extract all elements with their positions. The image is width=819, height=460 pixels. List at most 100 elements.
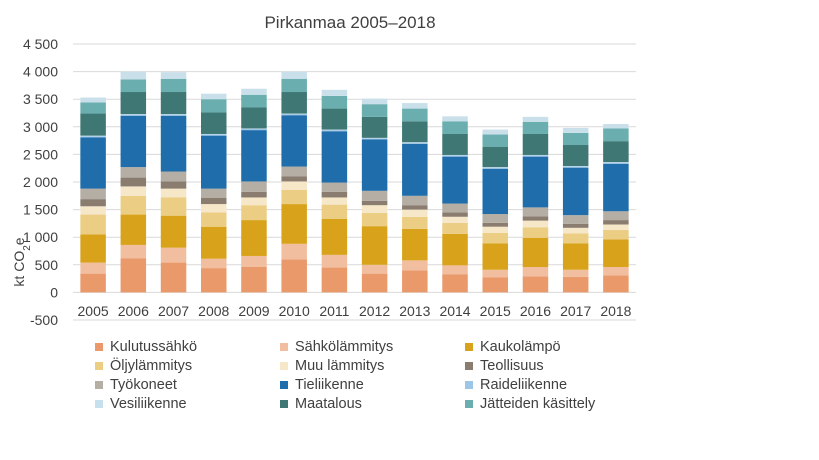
legend-swatch: [465, 381, 473, 389]
y-tick-label: 4 500: [23, 36, 58, 52]
bar-segment: [321, 130, 348, 132]
legend-label: Vesiliikenne: [110, 396, 187, 412]
x-tick-label: 2017: [560, 303, 591, 319]
legend-label: Maatalous: [295, 396, 362, 412]
bar-segment: [160, 215, 187, 248]
legend-label: Sähkölämmitys: [295, 339, 394, 355]
bar-segment: [120, 115, 147, 168]
bar-segment: [442, 216, 468, 223]
bar-segment: [120, 177, 147, 187]
bar-segment: [80, 102, 106, 114]
x-axis-ticks: 2005 2006 2007 2008 2009 2010 2011 2012 2013 2014…: [78, 303, 632, 319]
bar-segment: [160, 171, 187, 182]
legend-label: Työkoneet: [110, 377, 177, 393]
bar-segment: [80, 206, 106, 215]
bar-segment: [160, 115, 187, 172]
bar-segment: [80, 214, 106, 235]
legend-item: Kulutussähkö: [95, 338, 280, 356]
bar-segment: [361, 137, 388, 139]
bar-segment: [281, 189, 307, 205]
bar-segment: [562, 167, 589, 216]
bar-segment: [562, 127, 589, 133]
legend-item: Työkoneet: [95, 376, 280, 394]
bar-segment: [482, 232, 508, 244]
legend-item: Raideliikenne: [465, 376, 650, 394]
bar-segment: [442, 212, 468, 217]
bar-segment: [603, 163, 629, 212]
legend-label: Kaukolämpö: [480, 339, 561, 355]
bar-segment: [522, 207, 549, 217]
bar-segment: [281, 181, 307, 190]
bar-segment: [80, 199, 106, 207]
bar-segment: [522, 220, 549, 228]
bar-segment: [482, 168, 508, 215]
x-tick-label: 2010: [279, 303, 310, 319]
bar-segment: [241, 129, 267, 131]
bar-segment: [241, 181, 267, 192]
bar-segment: [603, 267, 629, 276]
bar-segment: [241, 255, 267, 268]
bar-segment: [120, 71, 147, 80]
legend-swatch: [280, 381, 288, 389]
bar-segment: [402, 195, 428, 206]
bar-segment: [562, 233, 589, 244]
bar-segment: [361, 205, 388, 213]
bar-segment: [603, 220, 629, 225]
bar-segment: [562, 269, 589, 277]
legend-swatch: [465, 400, 473, 408]
bar-segment: [160, 262, 187, 293]
legend-label: Tieliikenne: [295, 377, 364, 393]
bar-segment: [120, 244, 147, 259]
bar-segment: [201, 204, 227, 213]
bar-segment: [201, 134, 227, 136]
bar-segment: [120, 114, 147, 116]
legend-label: Raideliikenne: [480, 377, 568, 393]
bar-segment: [482, 243, 508, 270]
bar-segment: [281, 176, 307, 182]
x-tick-label: 2012: [359, 303, 390, 319]
y-tick-label: 1 000: [23, 229, 58, 245]
bar-segment: [281, 166, 307, 177]
bar-segment: [402, 209, 428, 217]
bar-segment: [321, 129, 348, 131]
bar-segment: [241, 205, 267, 221]
bar-segment: [321, 108, 348, 130]
bar-segment: [120, 92, 147, 115]
bar-segment: [120, 258, 147, 293]
bar-segment: [562, 223, 589, 228]
legend-item: Öljylämmitys: [95, 357, 280, 375]
bar-segment: [482, 129, 508, 135]
legend-swatch: [95, 343, 103, 351]
bar-segment: [562, 243, 589, 270]
bar-segment: [241, 197, 267, 206]
bar-segment: [522, 227, 549, 238]
bar-segment: [603, 162, 629, 163]
bar-segment: [241, 128, 267, 130]
bar-segment: [562, 165, 589, 167]
bar-segment: [160, 181, 187, 189]
bar-segment: [201, 198, 227, 205]
bar-segment: [120, 195, 147, 215]
bar-segment: [160, 188, 187, 198]
x-tick-label: 2016: [520, 303, 551, 319]
bar-segment: [603, 124, 629, 129]
bar-segment: [80, 97, 106, 103]
bar-segment: [442, 155, 468, 157]
bar-segment: [562, 145, 589, 166]
bar-segment: [80, 135, 106, 137]
bar-segment: [402, 270, 428, 293]
bar-segment: [482, 134, 508, 147]
bar-segment: [603, 239, 629, 268]
y-axis-ticks: -500 0 500 1 000 1 500 2 000 2 500 3 000 3 500 4 …: [23, 36, 58, 328]
y-tick-label: 4 000: [23, 64, 58, 80]
bar-segment: [402, 103, 428, 109]
bar-segment: [201, 268, 227, 293]
bar-segment: [80, 262, 106, 274]
bar-segment: [361, 104, 388, 117]
bar-segment: [402, 121, 428, 143]
y-tick-label: 1 500: [23, 202, 58, 218]
bar-segment: [603, 224, 629, 231]
legend-swatch: [95, 362, 103, 370]
legend-label: Muu lämmitys: [295, 358, 385, 374]
bar-segment: [482, 146, 508, 168]
